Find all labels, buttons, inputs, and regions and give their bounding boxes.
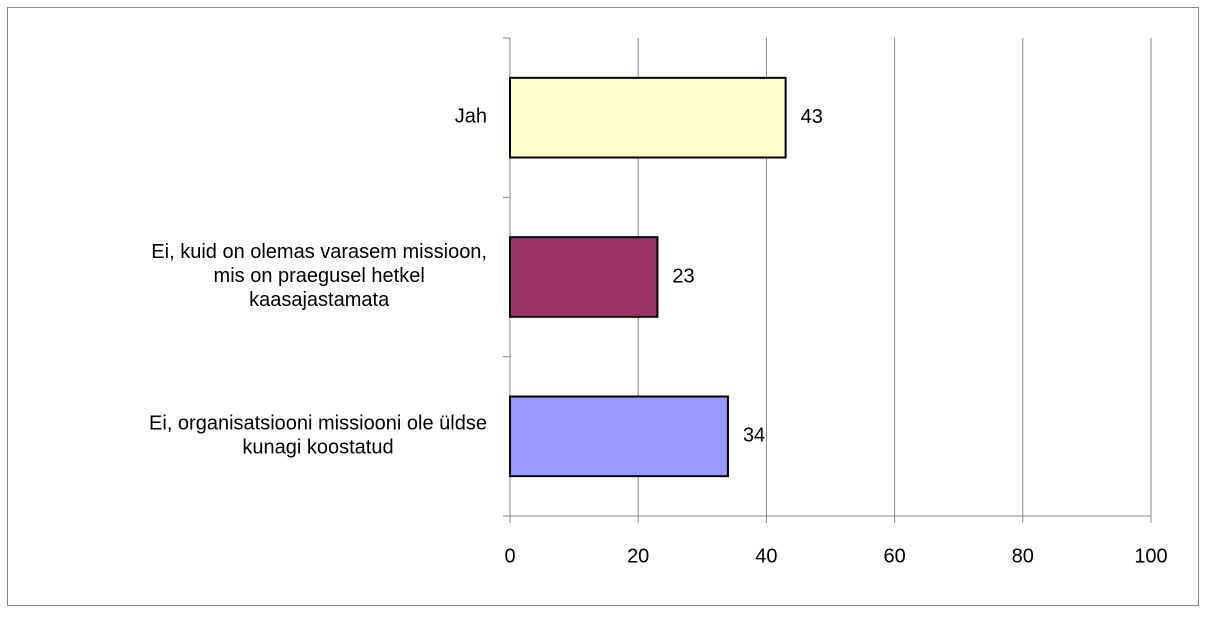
x-tick-label: 20	[627, 545, 649, 567]
y-tick-label-line: mis on praegusel hetkel	[214, 265, 425, 287]
value-label: 23	[672, 265, 694, 287]
y-tick-label-line: Ei, kuid on olemas varasem missioon,	[151, 241, 487, 263]
bar	[509, 76, 787, 159]
y-tick-label-line: Ei, organisatsiooni missiooni ole üldse	[149, 413, 487, 435]
x-tick-label: 100	[1134, 545, 1167, 567]
y-tick-label: Jah	[455, 106, 487, 128]
bar	[509, 236, 659, 318]
y-tick-label: Ei, kuid on olemas varasem missioon, mis …	[151, 241, 487, 311]
x-tick-label: 60	[883, 545, 905, 567]
bar	[509, 395, 729, 478]
value-label: 43	[801, 106, 823, 128]
x-tick-label: 80	[1012, 545, 1034, 567]
x-tick-label: 40	[755, 545, 777, 567]
y-tick-label-line: kaasajastamata	[249, 289, 390, 311]
x-tick-label: 0	[504, 545, 515, 567]
y-tick-label: Ei, organisatsiooni missiooni ole üldse k…	[149, 413, 487, 459]
value-label: 34	[743, 425, 765, 447]
y-tick-label-line: kunagi koostatud	[242, 437, 393, 459]
y-tick-label-line: Jah	[455, 106, 487, 128]
